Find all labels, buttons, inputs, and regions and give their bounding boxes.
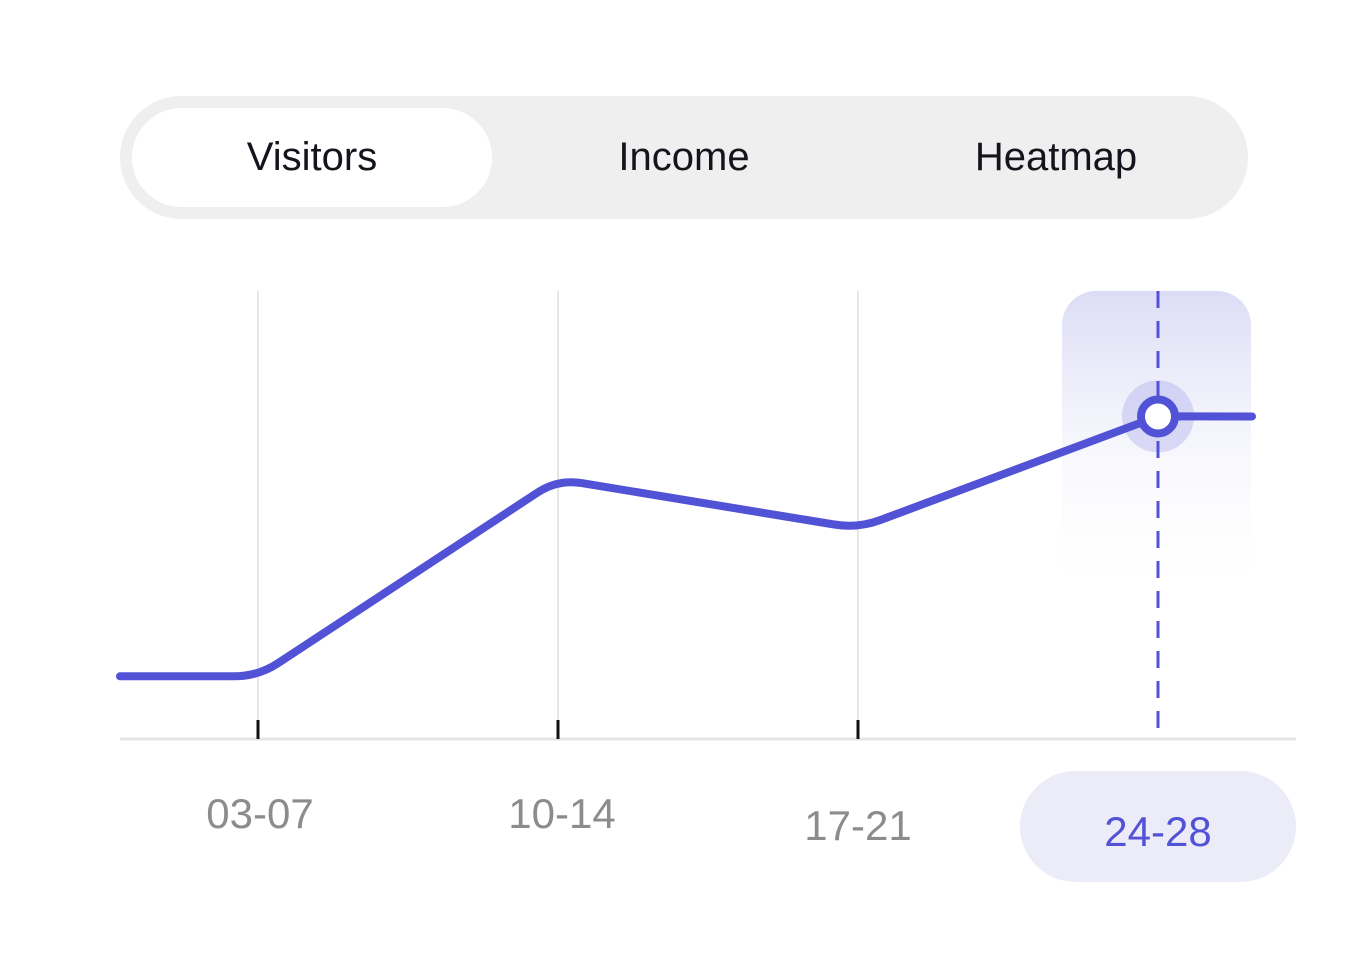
x-tick-label-selected: 24-28 <box>1104 808 1212 855</box>
tab-heatmap[interactable]: Heatmap <box>974 135 1138 179</box>
tab-income[interactable]: Income <box>618 135 750 179</box>
data-point <box>854 524 862 532</box>
data-point <box>554 475 562 483</box>
x-tick-label: 10-14 <box>508 790 616 837</box>
selected-period-pill[interactable] <box>1020 771 1296 882</box>
x-tick-label: 03-07 <box>206 790 314 837</box>
data-point <box>254 672 262 680</box>
tab-visitors[interactable]: Visitors <box>132 108 492 207</box>
selected-data-point <box>1137 395 1179 438</box>
x-tick-label: 17-21 <box>804 802 912 849</box>
view-switcher: Visitors Income Heatmap <box>120 96 1248 219</box>
